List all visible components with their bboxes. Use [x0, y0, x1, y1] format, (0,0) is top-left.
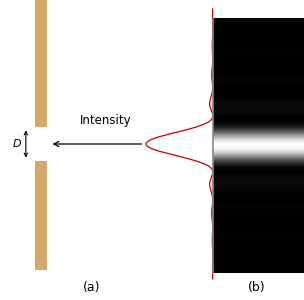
Text: (a): (a)	[82, 281, 100, 295]
Bar	[35, 160, 47, 270]
Text: (b): (b)	[248, 281, 266, 295]
Bar	[35, 0, 47, 128]
Text: D: D	[12, 139, 21, 149]
Text: Intensity: Intensity	[80, 115, 132, 128]
